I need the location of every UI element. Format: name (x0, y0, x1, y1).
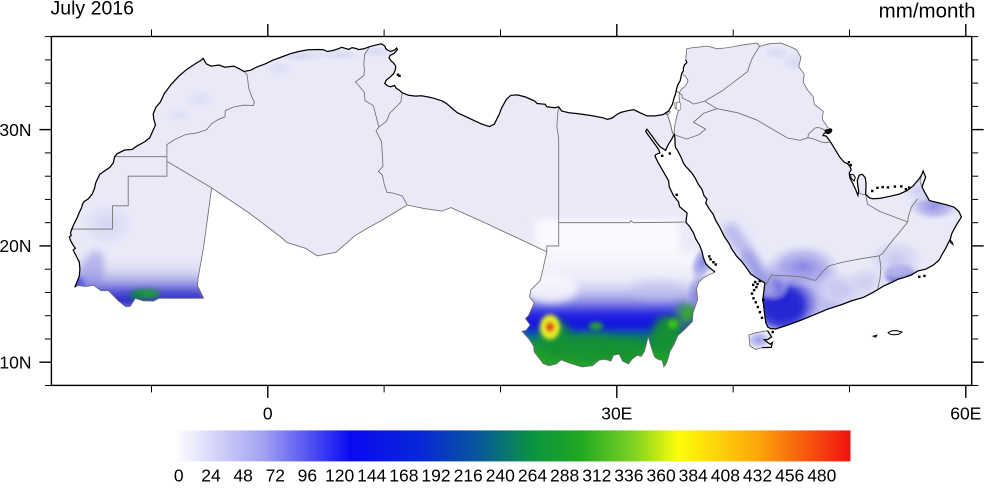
svg-text:336: 336 (614, 466, 643, 486)
svg-text:0: 0 (174, 466, 184, 486)
svg-text:240: 240 (486, 466, 515, 486)
svg-text:480: 480 (807, 466, 836, 486)
svg-text:72: 72 (266, 466, 285, 486)
svg-text:432: 432 (743, 466, 772, 486)
svg-text:264: 264 (518, 466, 547, 486)
svg-text:168: 168 (389, 466, 418, 486)
svg-text:10N: 10N (0, 352, 32, 372)
svg-text:mm/month: mm/month (879, 0, 976, 22)
svg-text:384: 384 (679, 466, 708, 486)
svg-text:408: 408 (711, 466, 740, 486)
svg-text:360: 360 (646, 466, 675, 486)
svg-text:48: 48 (233, 466, 252, 486)
svg-text:30E: 30E (601, 404, 632, 424)
svg-text:60E: 60E (950, 404, 981, 424)
svg-text:30N: 30N (0, 120, 32, 140)
svg-text:288: 288 (550, 466, 579, 486)
svg-text:24: 24 (201, 466, 221, 486)
svg-text:192: 192 (421, 466, 450, 486)
svg-text:96: 96 (298, 466, 317, 486)
svg-text:0: 0 (263, 404, 273, 424)
svg-text:312: 312 (582, 466, 611, 486)
svg-text:July 2016: July 2016 (51, 0, 134, 19)
svg-text:456: 456 (775, 466, 804, 486)
svg-text:120: 120 (325, 466, 354, 486)
svg-text:216: 216 (454, 466, 483, 486)
svg-text:144: 144 (357, 466, 386, 486)
svg-text:20N: 20N (0, 236, 32, 256)
